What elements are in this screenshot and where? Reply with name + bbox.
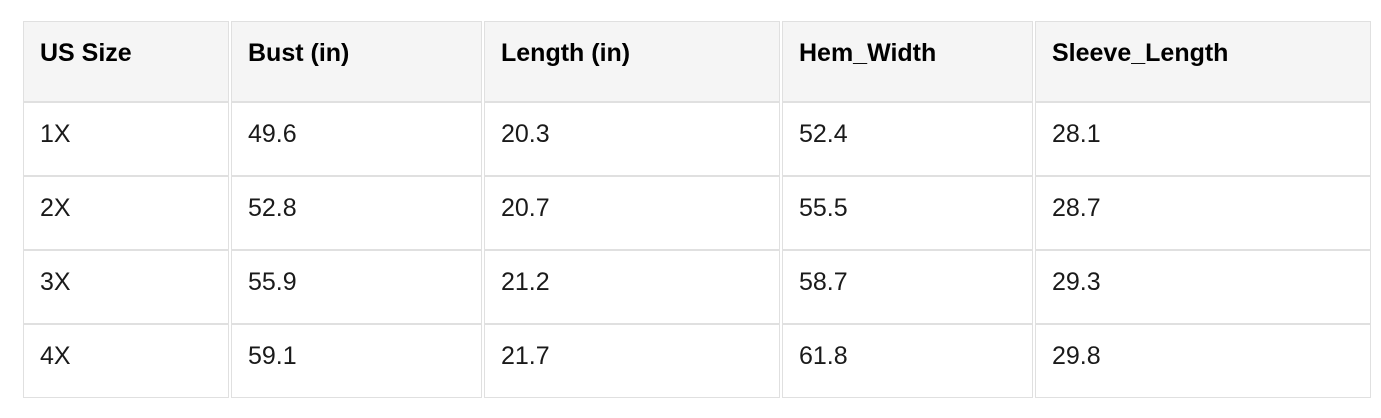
cell-bust: 59.1	[231, 324, 482, 398]
cell-sleeve-length: 28.7	[1035, 176, 1371, 250]
cell-length: 20.3	[484, 102, 780, 176]
table-row-4x: 4X 59.1 21.7 61.8 29.8	[23, 324, 1371, 398]
table-row-1x: 1X 49.6 20.3 52.4 28.1	[23, 102, 1371, 176]
size-chart-body: 1X 49.6 20.3 52.4 28.1 2X 52.8 20.7 55.5…	[23, 102, 1371, 398]
cell-hem-width: 55.5	[782, 176, 1033, 250]
column-header-hem-width: Hem_Width	[782, 21, 1033, 102]
cell-size: 1X	[23, 102, 229, 176]
header-row: US Size Bust (in) Length (in) Hem_Width …	[23, 21, 1371, 102]
size-chart-table: US Size Bust (in) Length (in) Hem_Width …	[21, 21, 1373, 398]
column-header-length: Length (in)	[484, 21, 780, 102]
cell-bust: 49.6	[231, 102, 482, 176]
cell-sleeve-length: 29.8	[1035, 324, 1371, 398]
cell-size: 3X	[23, 250, 229, 324]
cell-length: 20.7	[484, 176, 780, 250]
cell-sleeve-length: 28.1	[1035, 102, 1371, 176]
cell-hem-width: 58.7	[782, 250, 1033, 324]
column-header-us-size: US Size	[23, 21, 229, 102]
size-chart-header: US Size Bust (in) Length (in) Hem_Width …	[23, 21, 1371, 102]
column-header-sleeve-length: Sleeve_Length	[1035, 21, 1371, 102]
column-header-bust: Bust (in)	[231, 21, 482, 102]
table-row-3x: 3X 55.9 21.2 58.7 29.3	[23, 250, 1371, 324]
table-row-2x: 2X 52.8 20.7 55.5 28.7	[23, 176, 1371, 250]
cell-size: 2X	[23, 176, 229, 250]
cell-sleeve-length: 29.3	[1035, 250, 1371, 324]
cell-size: 4X	[23, 324, 229, 398]
cell-length: 21.7	[484, 324, 780, 398]
cell-hem-width: 52.4	[782, 102, 1033, 176]
cell-bust: 55.9	[231, 250, 482, 324]
cell-length: 21.2	[484, 250, 780, 324]
cell-hem-width: 61.8	[782, 324, 1033, 398]
cell-bust: 52.8	[231, 176, 482, 250]
